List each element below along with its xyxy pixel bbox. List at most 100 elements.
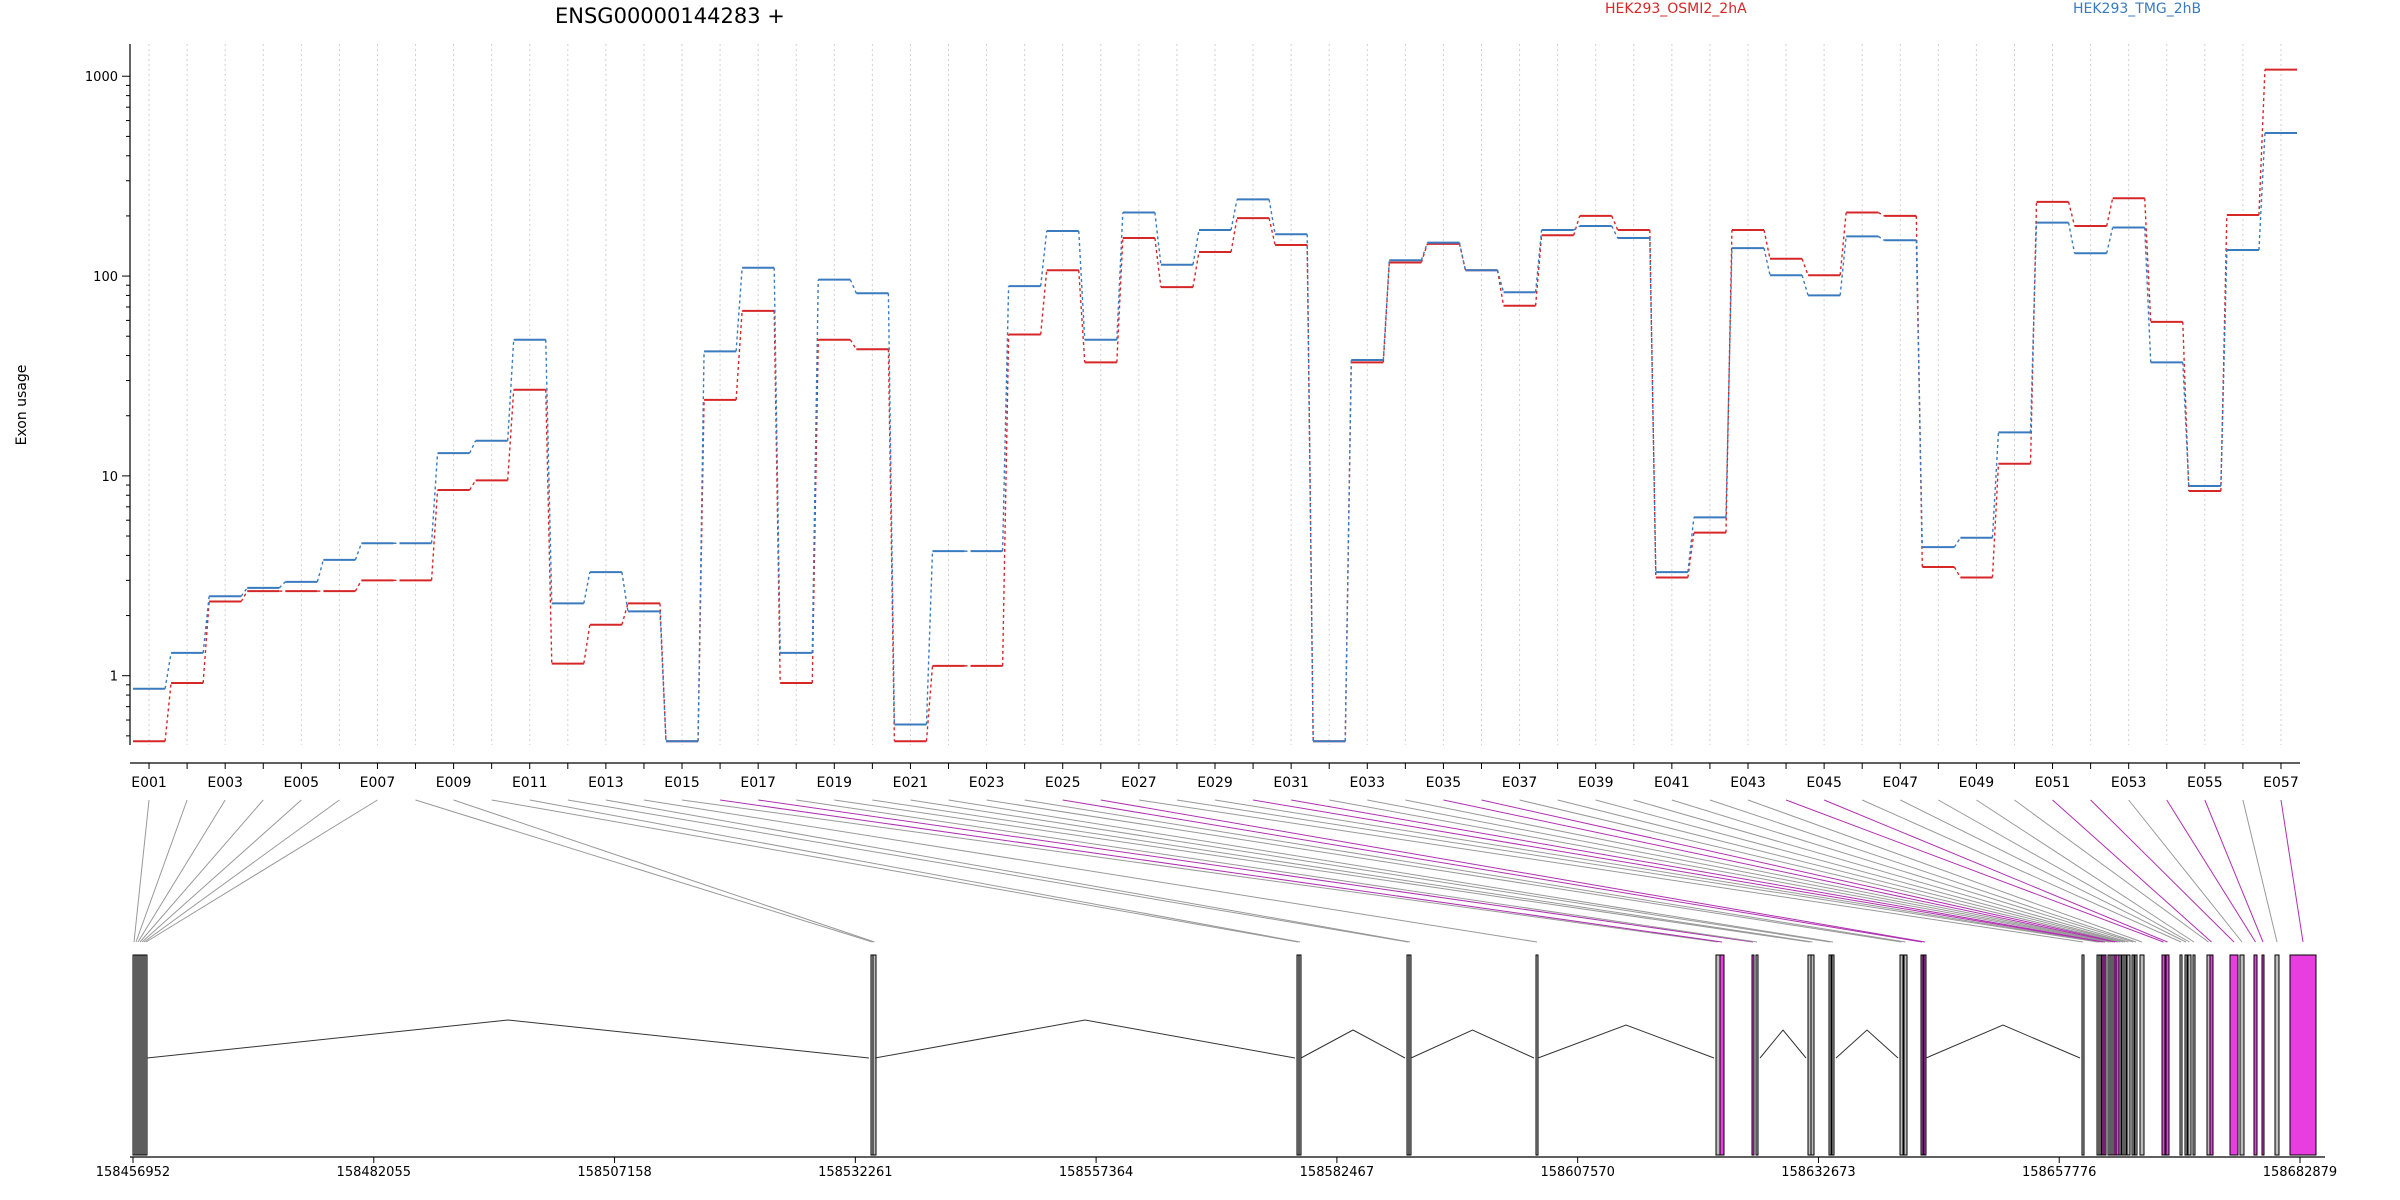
series-transition: [1116, 212, 1124, 340]
x-tick-label: E041: [1654, 775, 1690, 791]
exon-block: [872, 954, 877, 1156]
connector-line: [1557, 799, 2124, 943]
connector-line: [1024, 799, 1906, 943]
series-transition: [2029, 222, 2038, 433]
connector-line-highlight: [2280, 799, 2304, 943]
connector-line: [1861, 799, 2182, 943]
connector-line: [1176, 799, 2099, 943]
series-transition: [697, 351, 705, 742]
series-transition: [1382, 260, 1391, 361]
series-lines: [133, 68, 2297, 743]
series-transition: [735, 310, 743, 400]
intron-line: [1537, 1024, 1715, 1059]
connector-line: [834, 799, 1810, 943]
chart-title: ENSG00000144283 +: [555, 4, 785, 28]
series-transition: [1192, 229, 1200, 265]
connector-line: [133, 799, 150, 943]
intron-line: [1835, 1029, 1899, 1059]
connector-line-highlight: [720, 799, 1723, 943]
series-transition: [2182, 321, 2190, 492]
exon-block: [2274, 954, 2280, 1156]
connector-line-highlight: [2204, 799, 2264, 943]
series-transition: [469, 440, 477, 454]
series-transition: [2220, 250, 2228, 487]
x-tick-label: E013: [588, 775, 624, 791]
series-transition: [1344, 360, 1352, 742]
connector-line: [910, 799, 1831, 943]
x-tick-label: E015: [664, 775, 700, 791]
connector-line: [491, 799, 1299, 943]
x-tick-label: E055: [2187, 775, 2223, 791]
x-axis-ticks: E001 E003 E005 E007 E009 E011 E013 E015 E017 E019…: [131, 763, 2299, 791]
series-transition: [2105, 227, 2114, 254]
series-transition: [1801, 275, 1809, 296]
connector-line: [567, 799, 1409, 943]
exon-block: [2098, 954, 2102, 1156]
series-transition: [849, 339, 857, 350]
x-tick-label: E003: [207, 775, 243, 791]
series-transition: [735, 267, 743, 352]
series-transition: [1154, 237, 1162, 288]
connector-line: [139, 799, 264, 943]
connector-line-highlight: [1443, 799, 2116, 943]
exon-block: [2179, 954, 2183, 1156]
series-transition: [316, 559, 325, 583]
connector-line: [1747, 799, 2143, 943]
series-transition: [1534, 235, 1543, 306]
exon-block: [2131, 954, 2135, 1156]
x-tick-label: E039: [1578, 775, 1614, 791]
connector-line-highlight: [1291, 799, 2106, 943]
exon-block: [2187, 954, 2192, 1156]
series-transition: [1611, 225, 1619, 239]
series-transition: [2067, 222, 2076, 254]
x-tick-label: E001: [131, 775, 167, 791]
exon-block: [1715, 954, 1721, 1156]
intron-line: [1300, 1029, 1406, 1059]
series-transition: [925, 551, 934, 725]
x-tick-label: E033: [1349, 775, 1385, 791]
connector-line: [137, 799, 226, 943]
coordinate-label: 158607570: [1540, 1165, 1614, 1180]
connector-line: [1214, 799, 2101, 943]
series-transition: [1420, 242, 1429, 261]
x-tick-label: E035: [1426, 775, 1462, 791]
connector-line-highlight: [1062, 799, 1923, 943]
exon-block-highlight: [2161, 954, 2166, 1156]
series-transition: [164, 652, 172, 689]
connector-line: [1709, 799, 2137, 943]
series-transition: [621, 603, 629, 625]
series-transition: [1534, 229, 1543, 293]
exon-block-highlight: [1920, 954, 1924, 1156]
series-transition: [1230, 199, 1238, 231]
series-transition: [849, 279, 857, 294]
exon-block: [144, 954, 148, 1156]
intron-line: [1925, 1024, 2081, 1059]
series-transition: [1763, 247, 1771, 276]
connector-line: [1976, 799, 2195, 943]
series-transition: [1839, 236, 1847, 296]
y-tick-label: 1: [110, 670, 118, 685]
connector-line-highlight: [1481, 799, 2118, 943]
exon-block: [1408, 954, 1412, 1156]
series-transition: [1953, 566, 1961, 578]
connector-line: [1900, 799, 2187, 943]
series-transition: [1039, 270, 1048, 335]
series-transition: [1268, 199, 1276, 235]
y-axis-ticks: 1 10 100 1000: [85, 70, 130, 737]
series-transition: [1268, 217, 1276, 246]
coordinate-label: 158507158: [577, 1165, 651, 1180]
exon-block: [2126, 954, 2131, 1156]
exon-block: [2118, 954, 2122, 1156]
legend-series-tmg: HEK293_TMG_2hB: [2073, 1, 2201, 17]
intron-line: [146, 1019, 870, 1059]
x-tick-label: E005: [284, 775, 320, 791]
series-transition: [583, 571, 591, 604]
coordinate-label: 158532261: [818, 1165, 892, 1180]
exon-block: [1810, 954, 1815, 1156]
gene-model: [132, 954, 2317, 1156]
exon-block-highlight: [2289, 954, 2317, 1156]
connector-line: [948, 799, 1834, 943]
exon-block: [1298, 954, 1302, 1156]
series-transition: [202, 601, 210, 683]
connector-line: [1329, 799, 2110, 943]
